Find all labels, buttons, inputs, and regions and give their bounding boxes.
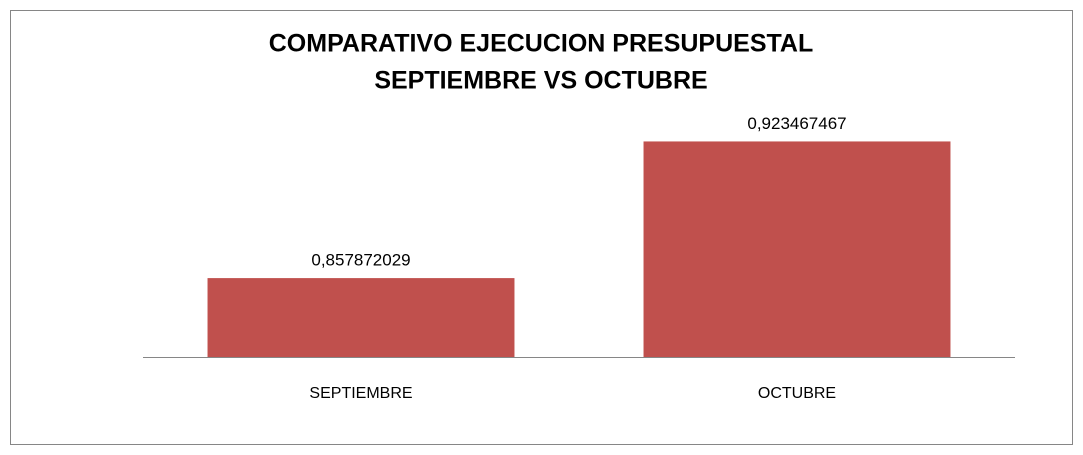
x-tick-label: OCTUBRE	[758, 385, 836, 402]
data-label: 0,923467467	[747, 114, 846, 133]
data-label: 0,857872029	[311, 251, 410, 270]
bar	[643, 141, 951, 357]
chart-title: COMPARATIVO EJECUCION PRESUPUESTAL	[269, 30, 814, 58]
bar	[207, 278, 515, 357]
x-tick-label: SEPTIEMBRE	[309, 385, 412, 402]
chart-title: SEPTIEMBRE VS OCTUBRE	[374, 67, 707, 95]
